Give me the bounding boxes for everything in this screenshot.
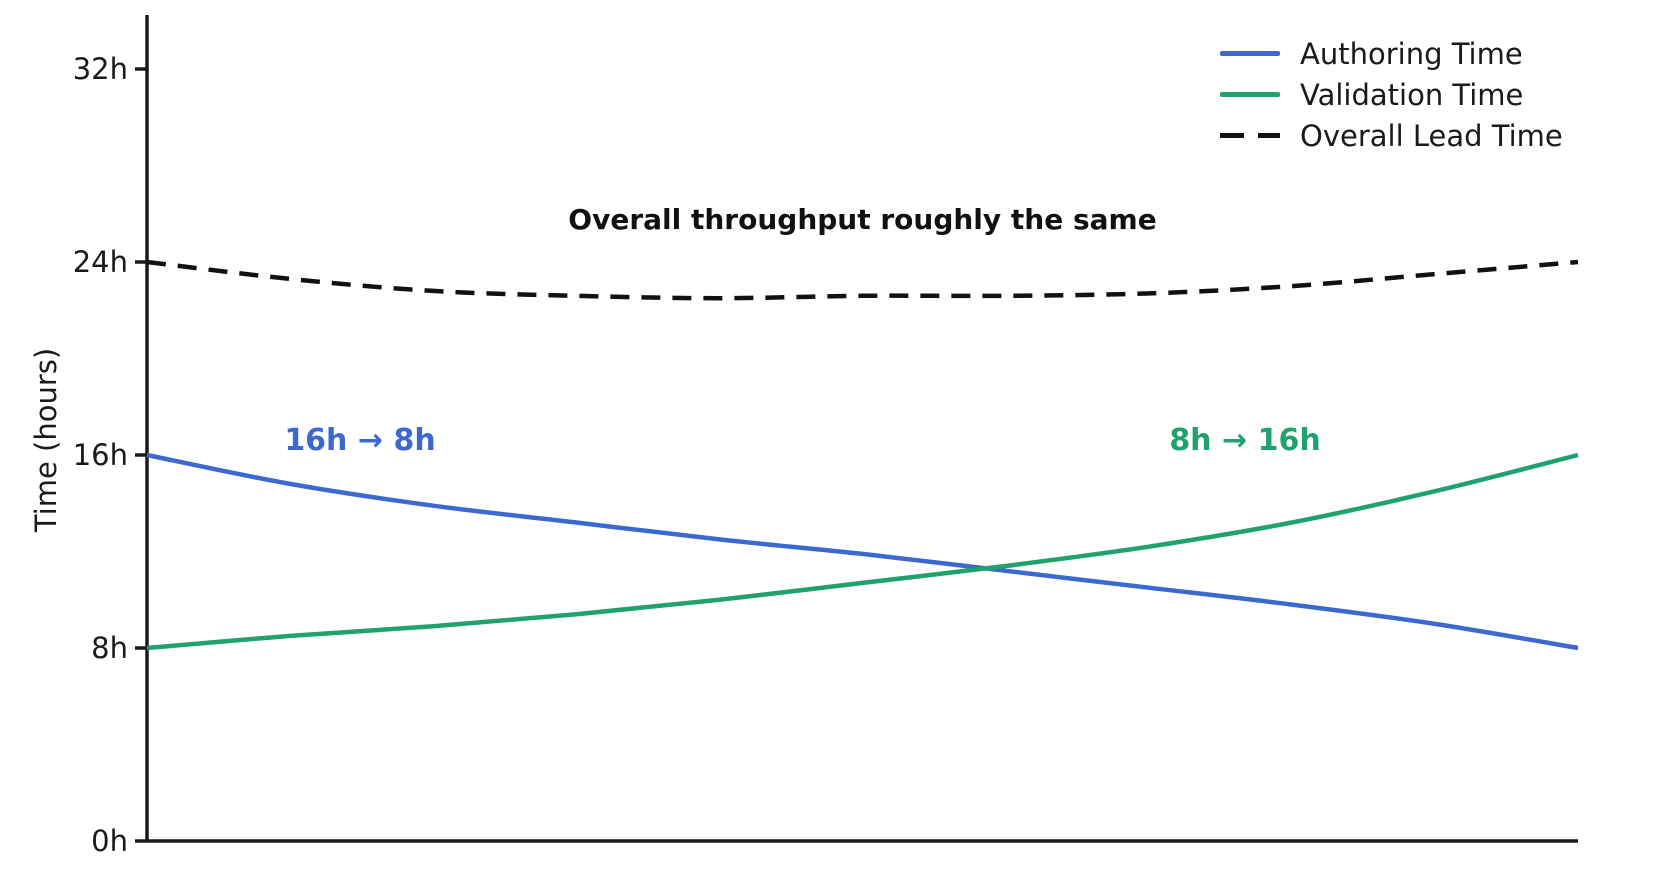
legend-label: Authoring Time [1300, 36, 1523, 71]
authoring-time-line [146, 452, 1579, 651]
annotation-authoring-change: 16h → 8h [284, 423, 436, 458]
legend: Authoring Time Validation Time Overall L… [1220, 33, 1563, 156]
y-tick-label-24h: 24h [72, 245, 128, 279]
y-tick-label-0h: 0h [91, 824, 128, 858]
legend-label: Overall Lead Time [1300, 118, 1563, 153]
validation-line-swatch [1220, 92, 1280, 97]
validation-time-line [146, 452, 1579, 651]
legend-label: Validation Time [1300, 77, 1524, 112]
overall-lead-line-swatch [1220, 133, 1280, 138]
annotation-overall-throughput: Overall throughput roughly the same [568, 203, 1157, 236]
y-tick-label-8h: 8h [91, 631, 128, 665]
y-tick-label-16h: 16h [72, 438, 128, 472]
annotation-validation-change: 8h → 16h [1169, 423, 1321, 458]
legend-item-authoring-time: Authoring Time [1220, 33, 1563, 74]
overall-lead-time-line [146, 259, 1579, 301]
y-tick-label-32h: 32h [72, 52, 128, 86]
legend-item-validation-time: Validation Time [1220, 74, 1563, 115]
authoring-line-swatch [1220, 51, 1280, 56]
legend-item-overall-lead-time: Overall Lead Time [1220, 115, 1563, 156]
